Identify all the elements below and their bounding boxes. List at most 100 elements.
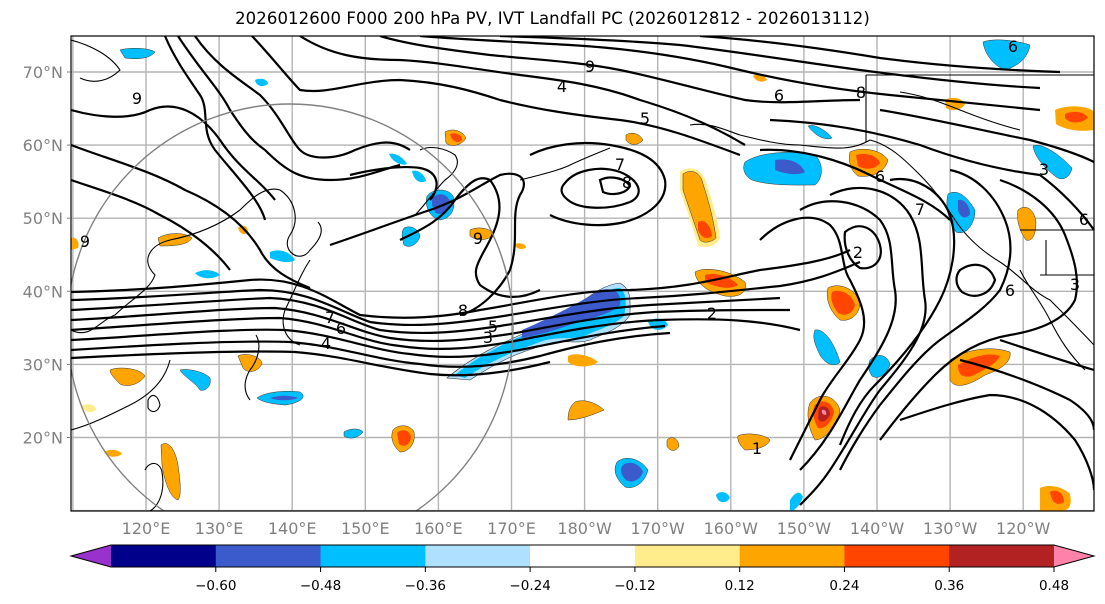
pv-contour xyxy=(71,350,551,377)
colorbar-tick-label: −0.24 xyxy=(509,578,550,594)
pv-contour xyxy=(959,358,1094,431)
contour-label: 6 xyxy=(774,86,784,105)
contour-label: 4 xyxy=(557,77,567,96)
colorbar-segment xyxy=(215,545,322,567)
contour-label: 8 xyxy=(856,83,866,102)
negative-anomaly-blob xyxy=(179,369,211,391)
contour-label: 9 xyxy=(473,229,483,248)
lon-tick-label: 160°W xyxy=(704,519,759,538)
contour-label: 9 xyxy=(585,57,595,76)
lon-tick-label: 140°E xyxy=(268,519,317,538)
positive-anomaly-blob xyxy=(625,132,644,145)
contour-label: 8 xyxy=(622,173,632,192)
positive-anomaly-blob xyxy=(160,443,181,501)
contour-label: 6 xyxy=(1079,210,1089,229)
lon-tick-label: 160°E xyxy=(414,519,463,538)
pv-contour xyxy=(838,177,956,446)
colorbar-segment xyxy=(949,545,1055,567)
colorbar-extend-min xyxy=(71,545,111,567)
positive-anomaly-blob xyxy=(1017,207,1037,241)
pv-contour xyxy=(419,36,1041,112)
positive-anomaly-blob xyxy=(71,237,79,250)
colorbar-tick-label: 0.24 xyxy=(829,578,859,594)
contour-label: 3 xyxy=(1039,160,1049,179)
positive-anomaly-blob xyxy=(450,133,462,142)
pv-contour xyxy=(329,172,525,317)
negative-anomaly-blob xyxy=(270,250,295,263)
map-frame xyxy=(70,35,1095,512)
positive-anomaly-blob xyxy=(698,220,712,238)
colorbar-extend-max xyxy=(1054,545,1094,567)
lat-tick-label: 70°N xyxy=(23,63,63,82)
colorbar-segment xyxy=(530,545,636,567)
positive-anomaly-blob xyxy=(104,449,122,457)
lat-tick-label: 40°N xyxy=(23,282,63,301)
negative-anomaly-blob xyxy=(807,125,833,140)
positive-anomaly-blob xyxy=(567,400,605,421)
negative-anomaly-blob xyxy=(389,153,407,165)
pv-contour xyxy=(759,148,951,221)
pv-contour xyxy=(839,168,1012,471)
map-background xyxy=(71,36,1094,511)
negative-anomaly-blob xyxy=(412,170,426,183)
pv-contours xyxy=(71,36,1094,506)
negative-anomaly-blob xyxy=(958,199,970,218)
contour-label: 7 xyxy=(915,200,925,219)
contour-label: 3 xyxy=(1070,275,1080,294)
lon-tick-label: 130°W xyxy=(923,519,978,538)
contour-label: 8 xyxy=(458,301,468,320)
contour-label: 2 xyxy=(853,243,863,262)
lon-tick-label: 120°W xyxy=(996,519,1051,538)
positive-anomaly-blob xyxy=(705,274,738,288)
positive-anomaly-blob xyxy=(82,404,96,413)
lat-tick-label: 30°N xyxy=(23,355,63,374)
pv-contour xyxy=(251,36,741,157)
contour-label: 6 xyxy=(1008,37,1018,56)
contour-label: 9 xyxy=(80,232,90,251)
pv-contour xyxy=(349,165,438,201)
contour-label: 7 xyxy=(325,308,335,327)
lon-tick-label: 150°E xyxy=(341,519,390,538)
pv-contour xyxy=(999,338,1094,372)
pv-contour xyxy=(499,36,1041,90)
positive-anomaly-blob xyxy=(515,243,526,249)
lat-tick-label: 60°N xyxy=(23,136,63,155)
positive-anomaly-blob xyxy=(831,290,855,315)
pv-contour xyxy=(71,296,781,335)
pv-contour xyxy=(879,108,1094,163)
negative-anomaly-blob xyxy=(621,462,643,482)
colorbar-tick-label: 0.48 xyxy=(1039,578,1069,594)
contour-label: 9 xyxy=(132,89,142,108)
colorbar-segment xyxy=(844,545,950,567)
lon-tick-label: 120°E xyxy=(122,519,171,538)
colorbar-segment xyxy=(111,545,217,567)
colorbar-tick-label: −0.60 xyxy=(195,578,236,594)
pv-contour xyxy=(399,177,541,299)
contour-label: 2 xyxy=(707,304,717,323)
positive-anomaly-blob xyxy=(856,153,880,169)
negative-anomaly-blob xyxy=(790,492,803,511)
pv-contour xyxy=(955,263,997,297)
negative-anomaly-blob xyxy=(716,492,730,503)
contour-label: 1 xyxy=(752,439,762,458)
contour-label: 6 xyxy=(1005,281,1015,300)
pv-contour xyxy=(71,316,801,350)
lon-tick-label: 150°W xyxy=(777,519,832,538)
colorbar-segment xyxy=(634,545,741,567)
longitude-labels: 120°E 130°E 140°E 150°E 160°E 170°E 180°W 170°W… xyxy=(122,519,1051,538)
pv-contour xyxy=(194,36,411,159)
pv-contour xyxy=(799,200,897,471)
pv-contour xyxy=(71,249,851,319)
pv-contour xyxy=(71,331,671,368)
pv-contour xyxy=(71,260,861,327)
colorbar-segment xyxy=(425,545,531,567)
positive-anomaly-blob xyxy=(1065,111,1088,123)
negative-anomaly-blob xyxy=(813,329,841,366)
contour-label: 4 xyxy=(321,334,331,353)
positive-anomaly-blob xyxy=(568,354,598,367)
lon-tick-label: 170°E xyxy=(487,519,536,538)
lon-tick-label: 130°E xyxy=(195,519,244,538)
negative-anomaly-blob xyxy=(982,39,1031,71)
